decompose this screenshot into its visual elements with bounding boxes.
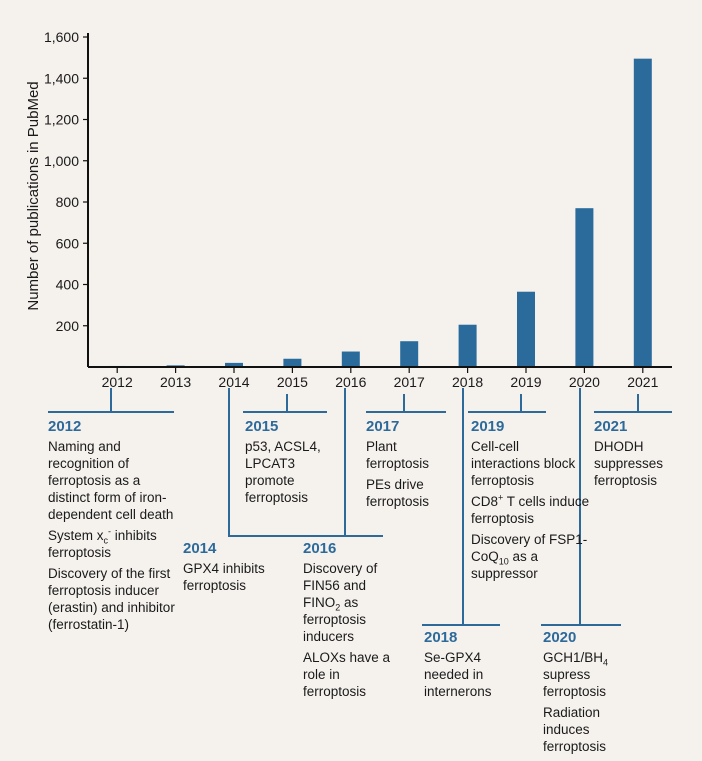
connector-2018: [422, 624, 500, 626]
event-item: Discovery of FIN56 and FINO2 as ferropto…: [303, 561, 378, 644]
bar-2016: [341, 351, 360, 367]
event-2017: 2017 Plant ferroptosis PEs drive ferropt…: [366, 418, 451, 514]
x-tick-label: 2017: [394, 374, 425, 390]
event-2018: 2018 Se-GPX4 needed in internerons: [424, 629, 512, 704]
y-tick-label: 1,000: [44, 153, 79, 169]
event-year: 2018: [424, 629, 458, 646]
bar-2020: [575, 208, 594, 367]
event-item: Se-GPX4 needed in internerons: [424, 650, 492, 699]
connector-2014-v: [228, 388, 230, 535]
event-item: ALOXs have a role in ferroptosis: [303, 650, 391, 699]
event-year: 2015: [245, 418, 279, 435]
connector-2019: [468, 411, 546, 413]
event-year: 2012: [48, 418, 82, 435]
x-tick-label: 2016: [335, 374, 366, 390]
event-2015: 2015 p53, ACSL4, LPCAT3 promote ferropto…: [245, 418, 330, 510]
y-tick-label: 1,200: [44, 112, 79, 128]
y-axis-label: Number of publications in PubMed: [25, 81, 42, 310]
connector-2012-v: [110, 388, 112, 411]
y-tick-label: 200: [56, 318, 80, 334]
connector-2017-v: [403, 394, 405, 411]
event-item: GCH1/BH4 supress ferroptosis: [543, 650, 609, 699]
x-tick-label: 2018: [452, 374, 483, 390]
connector-2014: [228, 535, 328, 537]
y-tick-label: 600: [56, 235, 80, 251]
event-year: 2021: [594, 418, 628, 435]
bar-2017: [400, 341, 419, 367]
event-2019: 2019 Cell-cell interactions block ferrop…: [471, 418, 591, 586]
connector-2020-v: [579, 388, 581, 624]
x-tick-label: 2013: [160, 374, 191, 390]
event-item: Radiation induces ferroptosis: [543, 705, 607, 754]
event-item: Discovery of FSP1-CoQ10 as a suppressor: [471, 532, 588, 581]
bar-2014: [225, 362, 243, 367]
event-item: Naming and recognition of ferroptosis as…: [48, 439, 174, 522]
y-tick-label: 1,400: [44, 70, 79, 86]
y-tick-label: 400: [56, 277, 80, 293]
event-year: 2019: [471, 418, 505, 435]
y-axis: 200 400 600 800 1,000 1,200 1,400 1,600: [44, 29, 89, 367]
bar-2018: [458, 324, 477, 367]
event-year: 2014: [183, 540, 217, 557]
bar-2015: [283, 358, 302, 367]
event-item: System xc- inhibits ferroptosis: [48, 526, 157, 560]
x-tick-label: 2019: [510, 374, 541, 390]
x-axis: 2012 2013 2014 2015 2016 2017 2018 2019 2020 2021: [88, 366, 672, 390]
connector-2020: [541, 624, 621, 626]
event-item: CD8+ T cells induce ferroptosis: [471, 492, 590, 526]
x-tick-label: 2015: [277, 374, 308, 390]
bar-2019: [517, 291, 535, 367]
connector-2021: [594, 411, 672, 413]
bar-2021: [633, 58, 652, 367]
event-item: DHODH suppresses ferroptosis: [594, 439, 664, 488]
connector-2017: [366, 411, 446, 413]
connector-2016: [303, 535, 383, 537]
connector-2019-v: [520, 394, 522, 411]
event-2012: 2012 Naming and recognition of ferroptos…: [48, 418, 183, 637]
x-tick-label: 2021: [627, 374, 658, 390]
event-year: 2016: [303, 540, 337, 557]
connector-2018-v: [462, 388, 464, 624]
connector-2016-v: [344, 388, 346, 535]
event-year: 2020: [543, 629, 577, 646]
connector-2012: [48, 411, 174, 413]
event-2021: 2021 DHODH suppresses ferroptosis: [594, 418, 689, 493]
event-item: Cell-cell interactions block ferroptosis: [471, 439, 576, 488]
connector-2015: [243, 411, 327, 413]
connector-2021-v: [637, 394, 639, 411]
y-tick-label: 1,600: [44, 29, 79, 45]
event-item: Discovery of the first ferroptosis induc…: [48, 566, 175, 632]
bars: [108, 58, 652, 367]
event-year: 2017: [366, 418, 400, 435]
event-2014: 2014 GPX4 inhibits ferroptosis: [183, 540, 293, 598]
x-tick-label: 2020: [569, 374, 600, 390]
x-tick-label: 2012: [102, 374, 133, 390]
event-item: PEs drive ferroptosis: [366, 477, 430, 509]
event-2016: 2016 Discovery of FIN56 and FINO2 as fer…: [303, 540, 391, 704]
event-item: p53, ACSL4, LPCAT3 promote ferroptosis: [245, 439, 321, 505]
x-tick-label: 2014: [218, 374, 249, 390]
connector-2015-v: [286, 394, 288, 411]
event-item: Plant ferroptosis: [366, 439, 430, 471]
y-tick-label: 800: [56, 194, 80, 210]
event-2020: 2020 GCH1/BH4 supress ferroptosis Radiat…: [543, 629, 633, 759]
event-item: GPX4 inhibits ferroptosis: [183, 561, 265, 593]
